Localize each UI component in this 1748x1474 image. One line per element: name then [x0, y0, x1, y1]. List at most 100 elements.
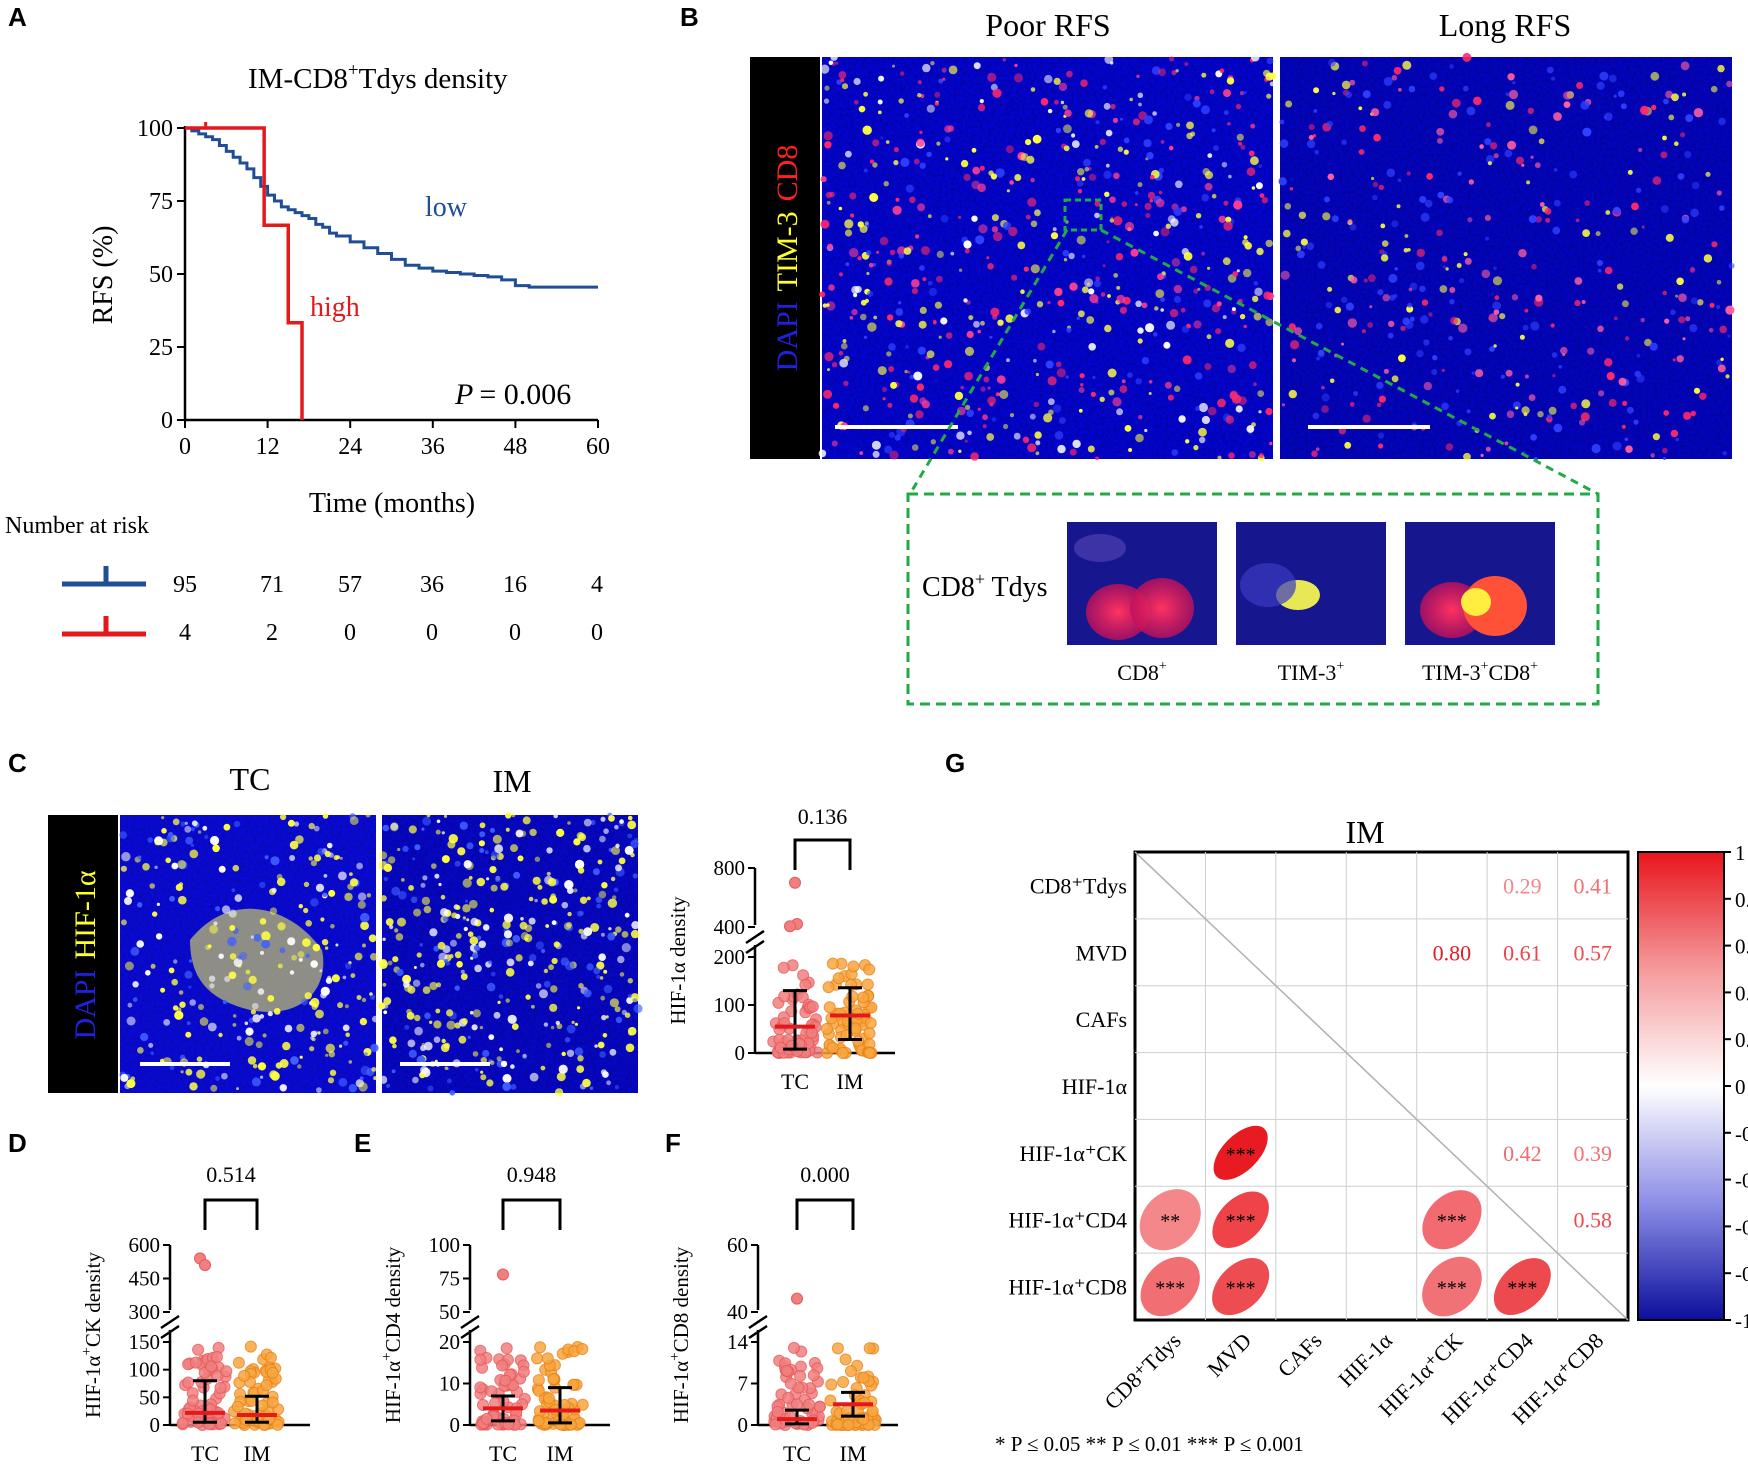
cell-dot: [550, 1025, 555, 1030]
cell-dot: [1306, 242, 1315, 251]
corr-row-label: HIF-1α⁺CD4: [1009, 1208, 1127, 1233]
cell-dot: [257, 988, 265, 995]
cell-dot: [838, 71, 847, 79]
cell-dot: [313, 854, 322, 862]
cell-dot: [934, 301, 943, 309]
cell-dot: [132, 981, 139, 988]
cell-dot: [1243, 268, 1252, 278]
cell-dot: [130, 1076, 136, 1082]
cell-dot: [940, 214, 949, 223]
cell-dot: [1030, 264, 1040, 274]
km-xtick-label: 12: [256, 434, 280, 460]
corr-ellipse: [1139, 1189, 1201, 1251]
cell-dot: [1014, 63, 1018, 68]
cell-dot: [1321, 385, 1325, 390]
cell-dot: [826, 303, 830, 307]
cell-dot: [1581, 399, 1591, 409]
cell-dot: [236, 1035, 242, 1041]
corr-sig: ***: [1226, 1144, 1256, 1166]
cell-dot: [1676, 355, 1684, 363]
cell-dot: [1388, 320, 1395, 328]
cell-dot: [1378, 443, 1384, 449]
cell-dot: [563, 922, 572, 930]
cell-dot: [1029, 413, 1036, 420]
cell-dot: [1027, 197, 1037, 207]
cell-dot: [1155, 198, 1165, 208]
risk-low-value: 16: [503, 572, 527, 598]
cell-dot: [1005, 314, 1014, 323]
cell-dot: [426, 813, 431, 818]
cell-dot: [1227, 122, 1231, 126]
cell-dot: [339, 856, 343, 860]
cell-dot: [325, 1043, 335, 1054]
cell-dot: [1446, 196, 1454, 204]
cell-dot: [140, 1032, 149, 1042]
cell-dot: [279, 947, 286, 954]
cell-dot: [310, 860, 317, 867]
cell-dot: [330, 924, 335, 929]
data-point: [837, 1376, 850, 1388]
cell-dot: [1528, 125, 1538, 135]
cell-dot: [1278, 177, 1287, 186]
cell-dot: [1047, 108, 1053, 114]
cell-dot: [1054, 99, 1059, 105]
cell-dot: [917, 93, 922, 98]
cell-dot: [1388, 273, 1398, 283]
zoom-line-left: [908, 229, 1069, 495]
cell-dot: [1442, 265, 1446, 269]
cell-dot: [944, 136, 951, 143]
cell-dot: [1324, 196, 1330, 203]
cell-dot: [1553, 168, 1558, 172]
km-xtick-label: 36: [421, 434, 445, 460]
cell-dot: [1530, 155, 1534, 159]
stain-dapi-b: DAPI: [771, 301, 804, 371]
cell-dot: [436, 959, 446, 968]
data-point: [531, 1352, 544, 1365]
cell-dot: [1580, 100, 1590, 110]
data-point: [244, 1340, 257, 1353]
cell-dot: [980, 386, 986, 392]
cell-dot: [338, 1077, 348, 1087]
cell-dot: [1030, 87, 1036, 92]
cell-dot: [1535, 216, 1542, 223]
cell-dot: [190, 843, 194, 847]
data-point: [863, 1342, 876, 1355]
cell-dot: [1416, 261, 1425, 271]
cell-dot: [289, 855, 296, 861]
cell-dot: [843, 380, 849, 387]
cell-dot: [233, 820, 241, 828]
cell-dot: [869, 193, 879, 202]
cell-dot: [1176, 122, 1181, 127]
cell-dot: [379, 1075, 388, 1084]
cell-dot: [478, 840, 485, 847]
cell-dot: [882, 387, 887, 392]
cell-dot: [407, 985, 416, 994]
cell-dot: [534, 898, 538, 903]
data-point: [210, 1350, 223, 1363]
cell-dot: [389, 1036, 397, 1044]
cell-dot: [1716, 304, 1721, 310]
panel-label-c: C: [8, 748, 27, 778]
cell-dot: [1032, 134, 1042, 144]
cell-dot: [429, 928, 438, 937]
cell-dot: [1665, 90, 1673, 99]
cell-dot: [1104, 324, 1112, 333]
cell-dot: [1074, 176, 1081, 182]
cell-dot: [1553, 199, 1561, 207]
data-point: [256, 1399, 269, 1412]
data-point: [271, 1418, 284, 1431]
cell-dot: [1670, 309, 1676, 316]
cell-dot: [1493, 344, 1497, 348]
long-rfs-label: Long RFS: [1439, 7, 1571, 43]
cell-dot: [270, 856, 280, 866]
cell-dot: [529, 954, 537, 962]
cell-dot: [421, 896, 431, 906]
data-point: [232, 1356, 245, 1369]
cell-dot: [1219, 68, 1225, 73]
cell-dot: [434, 873, 440, 879]
cell-dot: [362, 943, 366, 948]
cell-dot: [489, 1060, 495, 1066]
cell-dot: [287, 819, 295, 827]
panel-label-d: D: [8, 1128, 27, 1158]
cell-dot: [145, 970, 151, 976]
